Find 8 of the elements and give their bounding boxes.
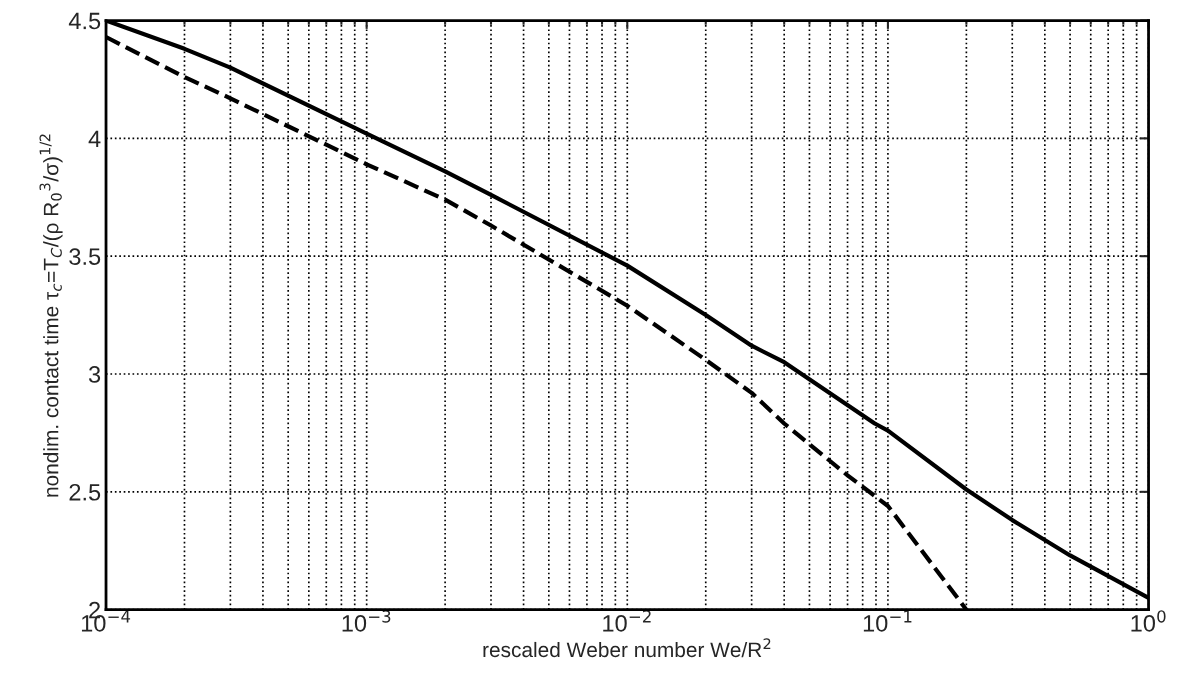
y-tick-label: 2.5 — [69, 483, 101, 501]
y-tick-label: 3.5 — [69, 248, 101, 265]
y-tick-label: 4 — [88, 130, 101, 147]
x-axis-title: rescaled Weber number We/R$^{2}$ — [483, 638, 771, 658]
y-tick-label: 4.5 — [68, 12, 101, 30]
x-tick-label: 10$^{0}$ — [1131, 610, 1166, 632]
y-tick-label: 3 — [88, 366, 101, 383]
text: nondim. contact time τ$_{c}$=T$_{C}$/(ρ R$_{0}$$^{3}$/σ)$^{1/2}$ — [39, 134, 63, 497]
